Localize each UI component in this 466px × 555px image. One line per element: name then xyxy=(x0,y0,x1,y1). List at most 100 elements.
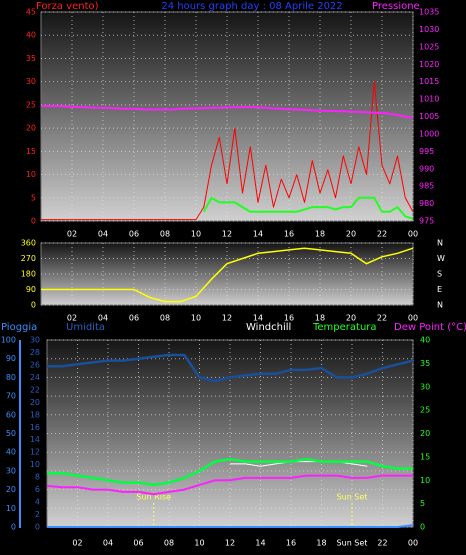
y3-tick-label: 18 xyxy=(30,410,40,419)
legend-rain: Pioggia xyxy=(1,322,37,333)
y2-tick-label: 1010 xyxy=(419,95,439,104)
x-tick-label: 14 xyxy=(255,539,265,548)
x-tick-label: 18 xyxy=(316,539,326,548)
x-tick-label: 06 xyxy=(129,230,139,239)
y2-tick-label: E xyxy=(437,285,442,294)
legend-temperature: Temperatura xyxy=(312,322,377,333)
x-tick-label: 04 xyxy=(103,539,113,548)
y3-tick-label: 24 xyxy=(30,373,40,382)
x-tick-label: 02 xyxy=(67,314,77,323)
y2-tick-label: 1025 xyxy=(419,42,439,51)
y3-tick-label: 30 xyxy=(30,336,40,345)
x-tick-label: 00 xyxy=(408,539,418,548)
x-tick-label: 10 xyxy=(191,230,201,239)
legend-humidity: Umidita xyxy=(66,322,105,333)
series-line xyxy=(41,81,414,221)
y2-tick-label: 5 xyxy=(420,499,425,508)
y-tick-label: 90 xyxy=(26,285,36,294)
legend-wind: Forza vento) xyxy=(36,1,99,12)
x-tick-label: 16 xyxy=(284,230,294,239)
y-tick-label: 45 xyxy=(26,8,36,17)
series-line xyxy=(47,457,413,487)
y3-tick-label: 10 xyxy=(30,460,40,469)
y-tick-label: 60 xyxy=(6,410,16,419)
y-tick-label: 50 xyxy=(6,429,16,438)
y-tick-label: 0 xyxy=(11,523,16,532)
y3-tick-label: 26 xyxy=(30,360,40,369)
y-tick-label: 100 xyxy=(1,336,16,345)
x-tick-label: 12 xyxy=(222,314,232,323)
y3-tick-label: 28 xyxy=(30,348,40,357)
y3-tick-label: 14 xyxy=(30,435,40,444)
x-tick-label: 16 xyxy=(286,539,296,548)
y-tick-label: 0 xyxy=(31,301,36,310)
y2-tick-label: S xyxy=(437,270,442,279)
x-tick-label: 22 xyxy=(377,539,387,548)
chart-title: 24 hours graph day : 08 Aprile 2022 xyxy=(161,1,342,12)
x-tick-label: 10 xyxy=(194,539,204,548)
series-line xyxy=(41,105,414,119)
y2-tick-label: 1030 xyxy=(419,25,439,34)
y2-tick-label: 1005 xyxy=(419,112,439,121)
y2-tick-label: N xyxy=(437,239,443,248)
annotation: Sun Rise xyxy=(136,493,171,502)
x-tick-label: 22 xyxy=(377,230,387,239)
y2-tick-label: 1020 xyxy=(419,60,439,69)
x-tick-label: 14 xyxy=(253,314,263,323)
y-tick-label: 0 xyxy=(31,217,36,226)
y-tick-label: 90 xyxy=(6,354,16,363)
y2-tick-label: 40 xyxy=(420,336,430,345)
x-tick-label: 00 xyxy=(408,314,418,323)
x-tick-label: 02 xyxy=(67,230,77,239)
y2-tick-label: 20 xyxy=(420,429,430,438)
y-tick-label: 70 xyxy=(6,392,16,401)
x-tick-label: 02 xyxy=(72,539,82,548)
y-tick-label: 40 xyxy=(6,448,16,457)
y-tick-label: 25 xyxy=(26,100,36,109)
y2-tick-label: 10 xyxy=(420,476,430,485)
series-line xyxy=(47,524,414,528)
y3-tick-label: 22 xyxy=(30,385,40,394)
y2-tick-label: 1035 xyxy=(419,8,439,17)
series-line xyxy=(202,196,414,220)
y-tick-label: 360 xyxy=(21,239,36,248)
x-tick-label: 12 xyxy=(222,230,232,239)
legend-windchill: Windchill xyxy=(246,322,291,333)
y2-tick-label: 990 xyxy=(419,164,434,173)
x-tick-label: 18 xyxy=(315,314,325,323)
x-tick-label: 06 xyxy=(133,539,143,548)
x-tick-label: 12 xyxy=(225,539,235,548)
y-tick-label: 40 xyxy=(26,31,36,40)
y2-tick-label: N xyxy=(437,301,443,310)
x-tick-label: 22 xyxy=(377,314,387,323)
y3-tick-label: 2 xyxy=(35,510,40,519)
y-tick-label: 5 xyxy=(31,193,36,202)
x-tick-label: 00 xyxy=(408,230,418,239)
x-tick-label: 10 xyxy=(191,314,201,323)
x-tick-label: 20 xyxy=(346,230,356,239)
y2-tick-label: 30 xyxy=(420,382,430,391)
x-tick-label: 16 xyxy=(284,314,294,323)
y3-tick-label: 12 xyxy=(30,448,40,457)
y3-tick-label: 0 xyxy=(35,523,40,532)
legend-dewpoint: Dew Point (°C) xyxy=(394,322,466,333)
y2-tick-label: 0 xyxy=(420,523,425,532)
y2-tick-label: 995 xyxy=(419,147,434,156)
y-tick-label: 270 xyxy=(21,254,36,263)
y-tick-label: 15 xyxy=(26,147,36,156)
x-tick-label: 18 xyxy=(315,230,325,239)
y2-tick-label: 985 xyxy=(419,182,434,191)
y-tick-label: 20 xyxy=(26,124,36,133)
series-line xyxy=(46,474,413,496)
x-tick-label: 08 xyxy=(160,230,170,239)
x-tick-label: 04 xyxy=(98,314,108,323)
legend-pressure: Pressione xyxy=(372,1,420,12)
y-tick-label: 30 xyxy=(6,466,16,475)
y3-tick-label: 20 xyxy=(30,398,40,407)
x-tick-label: 08 xyxy=(160,314,170,323)
x-tick-label: 08 xyxy=(164,539,174,548)
y2-tick-label: W xyxy=(437,254,445,263)
y2-tick-label: 15 xyxy=(420,452,430,461)
x-tick-label: 06 xyxy=(129,314,139,323)
